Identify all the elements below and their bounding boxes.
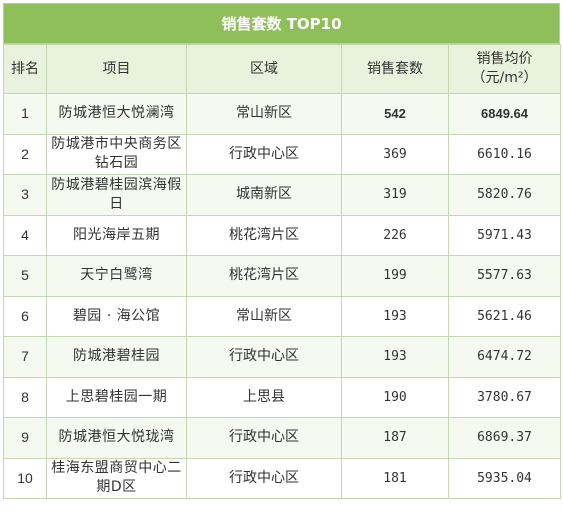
units-cell: 226 — [341, 214, 449, 256]
table-row: 3 防城港碧桂园滨海假日 城南新区 319 5820.76 — [3, 174, 561, 216]
project-cell: 碧园 · 海公馆 — [46, 295, 187, 337]
units-cell: 369 — [341, 133, 449, 175]
district-cell: 常山新区 — [186, 295, 342, 337]
rank-cell: 6 — [3, 295, 47, 337]
price-cell: 3780.67 — [448, 376, 561, 418]
rank-cell: 8 — [3, 376, 47, 418]
header-project: 项目 — [46, 44, 187, 94]
table-title: 销售套数 TOP10 — [3, 3, 560, 44]
project-cell: 桂海东盟商贸中心二期D区 — [46, 457, 187, 499]
rank-cell: 7 — [3, 336, 47, 378]
district-cell: 桃花湾片区 — [186, 214, 342, 256]
units-cell: 181 — [341, 457, 449, 499]
price-cell: 6610.16 — [448, 133, 561, 175]
table-row: 8 上思碧桂园一期 上思县 190 3780.67 — [3, 376, 561, 418]
price-cell: 6869.37 — [448, 417, 561, 459]
table-row: 6 碧园 · 海公馆 常山新区 193 5621.46 — [3, 295, 561, 337]
price-cell: 5971.43 — [448, 214, 561, 256]
project-cell: 上思碧桂园一期 — [46, 376, 187, 418]
price-cell: 5621.46 — [448, 295, 561, 337]
table-row: 1 防城港恒大悦澜湾 常山新区 542 6849.64 — [3, 93, 561, 135]
district-cell: 桃花湾片区 — [186, 255, 342, 297]
table-row: 9 防城港恒大悦珑湾 行政中心区 187 6869.37 — [3, 417, 561, 459]
rank-cell: 2 — [3, 133, 47, 175]
project-cell: 防城港碧桂园滨海假日 — [46, 174, 187, 216]
header-district: 区域 — [186, 44, 342, 94]
header-units: 销售套数 — [341, 44, 449, 94]
units-cell: 193 — [341, 295, 449, 337]
table-row: 10 桂海东盟商贸中心二期D区 行政中心区 181 5935.04 — [3, 457, 561, 499]
rank-cell: 3 — [3, 174, 47, 216]
units-cell: 542 — [341, 93, 449, 135]
sales-top10-table-card: 销售套数 TOP10 排名 项目 区域 销售套数 销售均价 （元/m²） 1 — [3, 3, 561, 499]
units-cell: 193 — [341, 336, 449, 378]
header-price: 销售均价 （元/m²） — [448, 44, 561, 94]
district-cell: 常山新区 — [186, 93, 342, 135]
rank-cell: 1 — [3, 93, 47, 135]
table-row: 4 阳光海岸五期 桃花湾片区 226 5971.43 — [3, 214, 561, 256]
project-cell: 天宁白鹭湾 — [46, 255, 187, 297]
header-row: 排名 项目 区域 销售套数 销售均价 （元/m²） — [3, 44, 561, 94]
rank-cell: 9 — [3, 417, 47, 459]
rank-cell: 4 — [3, 214, 47, 256]
table-body: 1 防城港恒大悦澜湾 常山新区 542 6849.64 2 防城港市中央商务区钻… — [3, 93, 561, 499]
project-cell: 防城港恒大悦澜湾 — [46, 93, 187, 135]
district-cell: 城南新区 — [186, 174, 342, 216]
header-rank: 排名 — [3, 44, 47, 94]
district-cell: 行政中心区 — [186, 417, 342, 459]
units-cell: 190 — [341, 376, 449, 418]
district-cell: 行政中心区 — [186, 133, 342, 175]
header-price-label: 销售均价 — [476, 51, 533, 67]
price-cell: 5820.76 — [448, 174, 561, 216]
table-row: 2 防城港市中央商务区钻石园 行政中心区 369 6610.16 — [3, 133, 561, 175]
units-cell: 187 — [341, 417, 449, 459]
price-cell: 6474.72 — [448, 336, 561, 378]
project-cell: 防城港碧桂园 — [46, 336, 187, 378]
district-cell: 上思县 — [186, 376, 342, 418]
rank-cell: 10 — [3, 457, 47, 499]
price-cell: 5935.04 — [448, 457, 561, 499]
project-cell: 阳光海岸五期 — [46, 214, 187, 256]
district-cell: 行政中心区 — [186, 457, 342, 499]
price-cell: 5577.63 — [448, 255, 561, 297]
header-price-unit: （元/m²） — [471, 70, 538, 86]
sales-table: 排名 项目 区域 销售套数 销售均价 （元/m²） 1 防城港恒大悦澜湾 常山新… — [3, 44, 561, 499]
units-cell: 199 — [341, 255, 449, 297]
table-row: 7 防城港碧桂园 行政中心区 193 6474.72 — [3, 336, 561, 378]
district-cell: 行政中心区 — [186, 336, 342, 378]
table-row: 5 天宁白鹭湾 桃花湾片区 199 5577.63 — [3, 255, 561, 297]
rank-cell: 5 — [3, 255, 47, 297]
units-cell: 319 — [341, 174, 449, 216]
price-cell: 6849.64 — [448, 93, 561, 135]
project-cell: 防城港恒大悦珑湾 — [46, 417, 187, 459]
project-cell: 防城港市中央商务区钻石园 — [46, 133, 187, 175]
